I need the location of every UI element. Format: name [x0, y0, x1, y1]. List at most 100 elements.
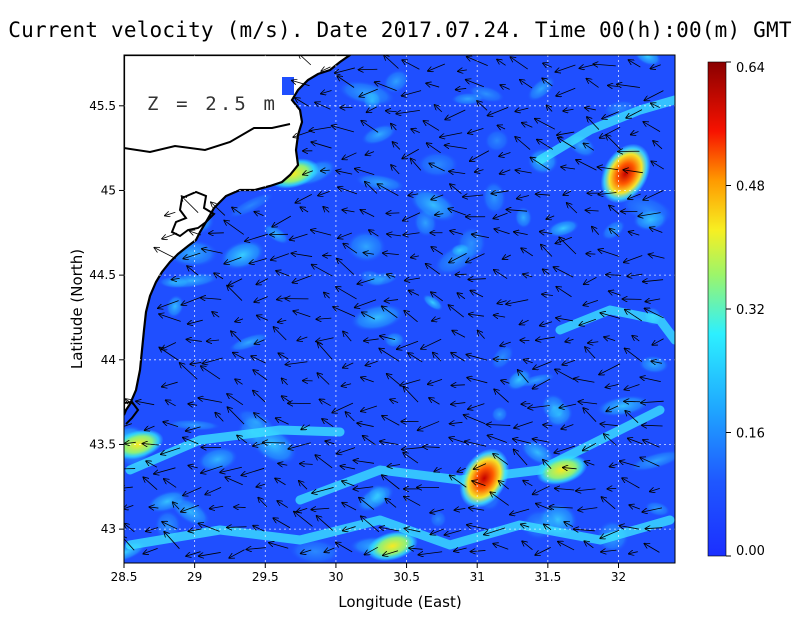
velocity-arrow — [341, 466, 356, 469]
velocity-arrow — [493, 454, 509, 465]
velocity-arrow — [322, 419, 334, 428]
velocity-arrow — [610, 229, 620, 238]
x-axis: 28.5 29 29.5 30 30.5 31 31.5 32 — [111, 563, 626, 584]
velocity-arrow — [470, 150, 490, 161]
velocity-arrow — [641, 401, 664, 403]
velocity-arrow — [560, 404, 577, 408]
speed-patch — [346, 230, 387, 263]
velocity-arrow — [163, 422, 179, 427]
velocity-arrow — [360, 88, 378, 96]
velocity-arrow — [187, 266, 199, 276]
velocity-arrow — [445, 109, 466, 119]
velocity-arrow — [146, 528, 159, 532]
velocity-arrow — [478, 331, 485, 339]
speed-patch — [158, 276, 191, 289]
velocity-arrow — [403, 212, 421, 221]
velocity-arrow — [188, 319, 203, 324]
velocity-arrow — [378, 184, 399, 196]
velocity-arrow — [337, 76, 355, 88]
x-tick-label: 32 — [611, 570, 626, 584]
velocity-arrow — [251, 356, 266, 364]
velocity-arrow — [254, 212, 264, 216]
speed-patch — [197, 446, 238, 472]
velocity-arrow — [253, 526, 265, 532]
velocity-arrow — [467, 57, 488, 67]
velocity-arrow — [361, 377, 374, 383]
velocity-arrow — [626, 109, 643, 118]
velocity-arrow — [434, 468, 442, 471]
velocity-arrow — [537, 140, 553, 150]
velocity-arrow — [554, 445, 576, 453]
velocity-arrow — [311, 230, 332, 236]
velocity-arrow — [278, 320, 287, 322]
velocity-arrow — [312, 487, 334, 493]
velocity-arrow — [458, 70, 467, 71]
velocity-arrow — [435, 105, 443, 113]
velocity-arrow — [211, 202, 226, 216]
current-band — [535, 95, 675, 165]
velocity-arrow — [452, 331, 466, 338]
velocity-arrow — [210, 506, 224, 508]
velocity-arrow — [516, 170, 532, 173]
velocity-arrow — [186, 426, 201, 431]
velocity-arrow — [145, 426, 155, 430]
velocity-arrow — [484, 527, 506, 535]
velocity-arrow — [494, 389, 509, 403]
velocity-arrow — [469, 314, 484, 316]
velocity-arrow — [463, 195, 484, 197]
current-band — [555, 305, 675, 345]
velocity-arrow — [227, 286, 243, 301]
y-axis: 43 43.5 44 44.5 45 45.5 — [89, 99, 124, 536]
velocity-arrow — [433, 353, 442, 362]
velocity-arrow — [645, 544, 660, 553]
y-axis-label: Latitude (North) — [68, 249, 86, 369]
velocity-arrow — [361, 210, 375, 217]
velocity-arrow — [592, 227, 600, 235]
velocity-arrow — [517, 195, 530, 198]
velocity-arrow — [556, 287, 572, 298]
velocity-arrow — [465, 441, 487, 447]
velocity-arrow — [366, 360, 378, 365]
velocity-arrow — [409, 194, 419, 196]
speed-patch — [228, 192, 274, 219]
velocity-arrow — [403, 233, 420, 235]
velocity-arrow — [229, 549, 245, 558]
velocity-arrow — [379, 349, 400, 362]
speed-patch — [383, 69, 410, 94]
x-tick-label: 30.5 — [393, 570, 420, 584]
velocity-arrow — [335, 67, 355, 73]
velocity-arrow — [643, 190, 664, 199]
velocity-arrow — [125, 442, 136, 443]
speed-hotspot — [124, 429, 164, 460]
velocity-arrow — [547, 105, 553, 112]
velocity-arrow — [488, 106, 509, 115]
velocity-arrow — [215, 413, 224, 422]
speed-hotspot — [367, 530, 418, 562]
speed-patch — [541, 393, 567, 421]
velocity-arrow — [561, 167, 576, 169]
velocity-arrow — [166, 400, 176, 407]
velocity-arrow — [143, 548, 158, 553]
velocity-arrow — [500, 342, 511, 346]
speed-patch — [350, 303, 405, 332]
velocity-arrow — [651, 161, 664, 170]
velocity-arrow — [366, 152, 375, 155]
velocity-arrow — [202, 249, 223, 254]
velocity-arrow — [556, 64, 576, 72]
velocity-arrow — [522, 123, 533, 128]
velocity-arrow — [644, 122, 661, 132]
velocity-arrow — [625, 384, 640, 389]
velocity-arrow — [271, 253, 289, 260]
velocity-arrow — [503, 255, 512, 259]
speed-patch — [166, 294, 184, 318]
velocity-arrow — [419, 552, 443, 555]
velocity-arrow — [359, 498, 375, 510]
velocity-arrow — [588, 342, 599, 343]
velocity-arrow — [404, 497, 421, 506]
velocity-arrow — [205, 486, 222, 494]
velocity-arrow — [641, 377, 661, 383]
velocity-arrow — [183, 438, 199, 445]
velocity-arrow — [445, 530, 462, 535]
velocity-arrow — [242, 467, 265, 475]
velocity-arrow — [506, 299, 529, 304]
